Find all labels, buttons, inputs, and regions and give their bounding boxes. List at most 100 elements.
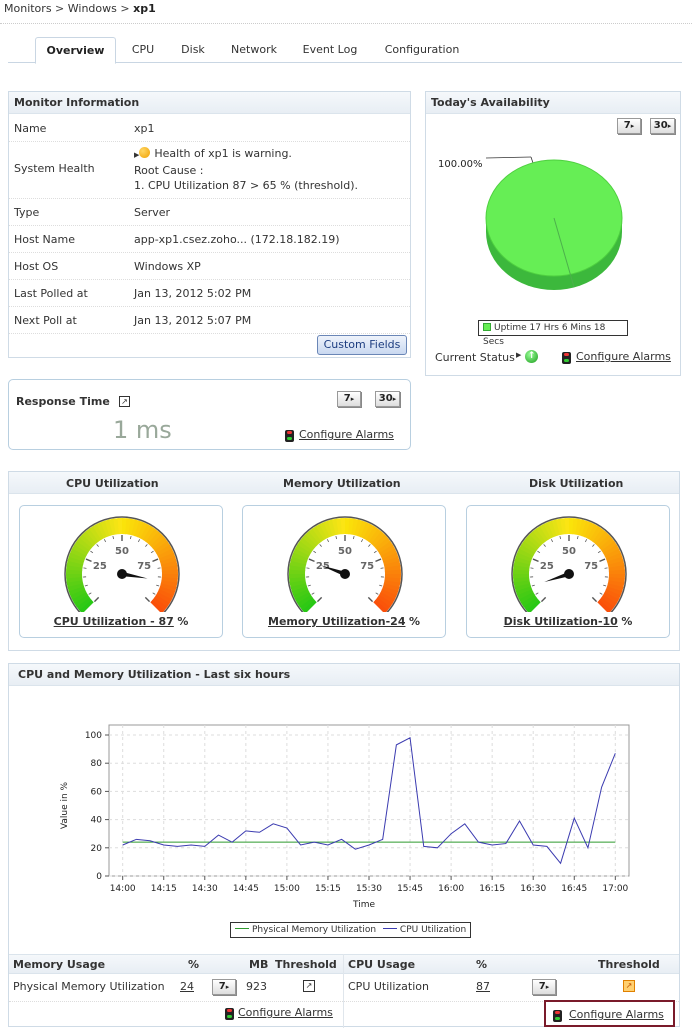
gauge-arc-segment bbox=[312, 525, 325, 542]
gauge-tick-label: 50 bbox=[562, 546, 576, 557]
gauge-arc-segment bbox=[76, 536, 93, 551]
memory-threshold-icon[interactable]: ↗ bbox=[303, 980, 315, 992]
gauge-unit: % bbox=[177, 615, 189, 628]
gauge-arc-segment bbox=[526, 533, 542, 549]
tab-event-log[interactable]: Event Log bbox=[302, 43, 358, 56]
tab-network[interactable]: Network bbox=[231, 43, 277, 56]
breadcrumb-windows[interactable]: Windows bbox=[67, 2, 117, 15]
gauge-arc-segment bbox=[523, 536, 540, 551]
x-tick-label: 16:00 bbox=[438, 884, 464, 894]
gauge-tick bbox=[577, 535, 579, 540]
gauge-arc-segment bbox=[159, 583, 177, 593]
gauge-arc-segment bbox=[85, 528, 100, 544]
gauge-arc-segment bbox=[592, 528, 607, 545]
gauge-arc-segment bbox=[305, 530, 320, 546]
gauge-unit: % bbox=[621, 615, 633, 628]
y-tick-label: 80 bbox=[91, 759, 103, 769]
response-time-configure-alarms-link[interactable]: Configure Alarms bbox=[299, 428, 394, 441]
gauge-arc-segment bbox=[608, 569, 625, 576]
gauge-arc-segment bbox=[523, 596, 539, 611]
memory-configure-alarms-link[interactable]: Configure Alarms bbox=[238, 1006, 333, 1019]
x-tick-label: 16:45 bbox=[561, 884, 587, 894]
breadcrumb-divider bbox=[0, 23, 692, 24]
cpu-utilization-link[interactable]: CPU Utilization - 87 bbox=[53, 615, 174, 628]
gauge-arc-segment bbox=[92, 523, 105, 540]
x-tick-label: 14:30 bbox=[192, 884, 218, 894]
availability-30-days-button[interactable]: 30▸ bbox=[650, 118, 675, 134]
gauge-arc-segment bbox=[600, 594, 617, 608]
gauge-arc-segment bbox=[291, 585, 309, 596]
info-value: Server bbox=[134, 206, 171, 219]
gauge-arc-segment bbox=[384, 577, 401, 584]
breadcrumb-monitors[interactable]: Monitors bbox=[4, 2, 52, 15]
y-axis-label: Value in % bbox=[60, 781, 70, 829]
gauge-tick bbox=[335, 535, 337, 540]
gauge-arc-segment bbox=[368, 528, 383, 545]
gauge-arc-segment bbox=[547, 520, 558, 538]
cpu-threshold-warning-icon[interactable]: ↗ bbox=[623, 980, 635, 992]
availability-legend: Uptime 17 Hrs 6 Mins 18 Secs bbox=[478, 320, 628, 347]
gauge-arc-segment bbox=[79, 533, 95, 549]
gauge-tick bbox=[313, 550, 317, 554]
gauge-arc-segment bbox=[299, 596, 315, 611]
memory-7-days-button[interactable]: 7▸ bbox=[212, 979, 236, 995]
traffic-light-icon bbox=[285, 430, 294, 442]
gauge-arc-segment bbox=[376, 594, 393, 608]
gauge-arc-segment bbox=[360, 522, 372, 539]
memory-utilization-link[interactable]: Memory Utilization-24 bbox=[268, 615, 406, 628]
gauge-header-memory: Memory Utilization bbox=[283, 477, 401, 490]
gauge-arc-segment bbox=[67, 582, 84, 592]
gauge-tick bbox=[144, 596, 151, 603]
warning-icon[interactable] bbox=[139, 147, 151, 158]
gauge-arc-segment bbox=[340, 518, 347, 535]
usage-row-divider bbox=[9, 1001, 679, 1002]
x-axis-label: Time bbox=[352, 900, 375, 910]
gauge-rim bbox=[287, 516, 403, 612]
gauge-arc-segment bbox=[377, 541, 394, 554]
gauge-arc-segment bbox=[117, 518, 124, 535]
custom-fields-button[interactable]: Custom Fields bbox=[317, 335, 407, 355]
disk-utilization-link[interactable]: Disk Utilization-10 bbox=[503, 615, 618, 628]
external-link-icon[interactable]: ↗ bbox=[119, 396, 130, 407]
gauge-arc-segment bbox=[156, 544, 173, 557]
response-time-value: 1 ms bbox=[113, 416, 172, 444]
tab-overview[interactable]: Overview bbox=[35, 37, 116, 64]
breadcrumb-current: xp1 bbox=[133, 2, 156, 15]
cpu-7-days-button[interactable]: 7▸ bbox=[532, 979, 556, 995]
gauge-arc-segment bbox=[299, 536, 316, 551]
tab-configuration[interactable]: Configuration bbox=[384, 43, 460, 56]
gauge-arc-segment bbox=[154, 541, 171, 554]
cpu-gauge: 25 50 75 bbox=[64, 516, 180, 612]
gauge-arc-segment bbox=[76, 596, 92, 611]
response-time-30-days-button[interactable]: 30▸ bbox=[375, 391, 400, 407]
response-time-7-days-button[interactable]: 7▸ bbox=[337, 391, 361, 407]
gauge-arc-segment bbox=[69, 588, 87, 600]
gauge-arc-segment bbox=[161, 577, 178, 584]
tab-cpu[interactable]: CPU bbox=[131, 43, 155, 56]
gauge-arc-segment bbox=[104, 519, 114, 536]
gauge-arc-segment bbox=[291, 551, 309, 562]
gauge-arc-segment bbox=[594, 531, 610, 547]
availability-7-days-button[interactable]: 7▸ bbox=[617, 118, 641, 134]
info-value: app-xp1.csez.zoho... (172.18.182.19) bbox=[134, 233, 340, 246]
status-up-icon[interactable]: ↑ bbox=[525, 350, 538, 363]
gauge-tick bbox=[112, 535, 114, 540]
gauge-arc-segment bbox=[160, 556, 177, 566]
gauge-tick bbox=[375, 558, 382, 563]
gauge-arc-segment bbox=[137, 522, 149, 539]
cpu-configure-alarms-link[interactable]: Configure Alarms bbox=[569, 1008, 664, 1021]
gauge-header-cpu: CPU Utilization bbox=[66, 477, 159, 490]
legend-swatch-memory bbox=[235, 928, 249, 929]
memory-pct-link[interactable]: 24 bbox=[180, 980, 194, 993]
availability-configure-alarms-link[interactable]: Configure Alarms bbox=[576, 350, 671, 363]
tab-disk[interactable]: Disk bbox=[181, 43, 205, 56]
gauge-tick bbox=[137, 539, 141, 543]
gauge-arc-segment bbox=[572, 518, 579, 535]
cpu-usage-title: CPU Usage bbox=[348, 958, 416, 971]
gauge-tick bbox=[597, 550, 601, 554]
cpu-pct-link[interactable]: 87 bbox=[476, 980, 490, 993]
gauge-tick bbox=[307, 584, 311, 587]
availability-title: Today's Availability bbox=[426, 92, 680, 114]
gauge-tick bbox=[599, 592, 603, 595]
gauge-arc-segment bbox=[513, 564, 530, 571]
